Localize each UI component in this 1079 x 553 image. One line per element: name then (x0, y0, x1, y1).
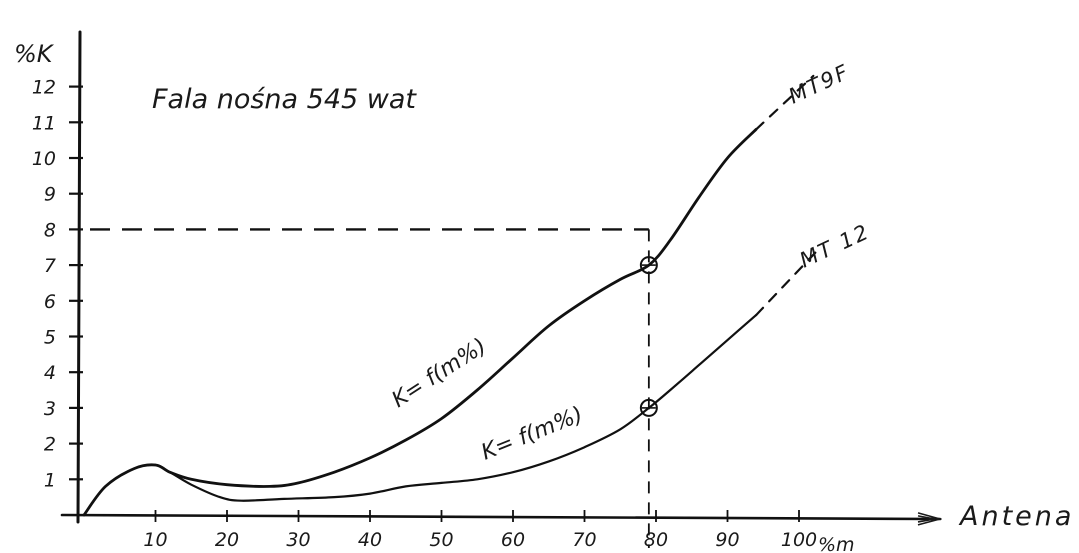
x-tick-label: 80 (644, 529, 668, 551)
x-axis-line (60, 515, 940, 519)
x-ticks: 10 20 30 40 50 60 70 80 90 100 (143, 510, 817, 551)
series-name-mt12: MT 12 (796, 219, 874, 272)
y-axis-label: %K (14, 40, 55, 68)
x-tick-label: 30 (286, 529, 310, 551)
y-tick-label: 4 (44, 362, 56, 384)
curve-label-mt12: K= f(m%) (478, 402, 587, 465)
y-tick-label: 8 (44, 219, 56, 241)
y-tick-label: 3 (44, 398, 56, 420)
x-tick-label: 10 (143, 529, 167, 551)
y-tick-label: 7 (44, 255, 56, 277)
chart-title: Fala nośna 545 wat (152, 84, 417, 115)
x-tick-label: 50 (429, 529, 453, 551)
guide-lines (90, 228, 650, 548)
x-tick-label: 100 (781, 529, 817, 551)
series-extension-mt12 (754, 246, 822, 317)
curves (82, 74, 822, 517)
series-line-mt9f (82, 128, 758, 517)
series-extension-mt9f (754, 74, 815, 131)
x-tick-label: 40 (358, 529, 382, 551)
x-axis-unit-label: %m (818, 534, 855, 553)
y-tick-label: 1 (44, 469, 56, 491)
x-axis-label: Antena (958, 501, 1074, 532)
x-tick-label: 60 (501, 529, 525, 551)
y-tick-label: 9 (44, 184, 56, 206)
y-tick-label: 2 (44, 434, 56, 456)
y-tick-label: 6 (44, 291, 56, 313)
y-tick-label: 5 (44, 327, 56, 349)
y-tick-label: 10 (32, 148, 56, 170)
x-tick-label: 90 (715, 529, 739, 551)
series-name-mt9f: MT9F (785, 60, 854, 109)
y-axis-line (76, 30, 82, 524)
x-tick-label: 70 (572, 529, 596, 551)
series-line-mt12 (82, 314, 758, 517)
y-tick-label: 11 (32, 112, 56, 134)
y-tick-label: 12 (32, 77, 56, 99)
curve-label-mt9f: K= f(m%) (388, 334, 491, 413)
x-tick-label: 20 (215, 529, 239, 551)
marked-point-mt9f (639, 256, 658, 275)
axes (60, 30, 940, 524)
marked-point-mt12 (639, 398, 658, 417)
